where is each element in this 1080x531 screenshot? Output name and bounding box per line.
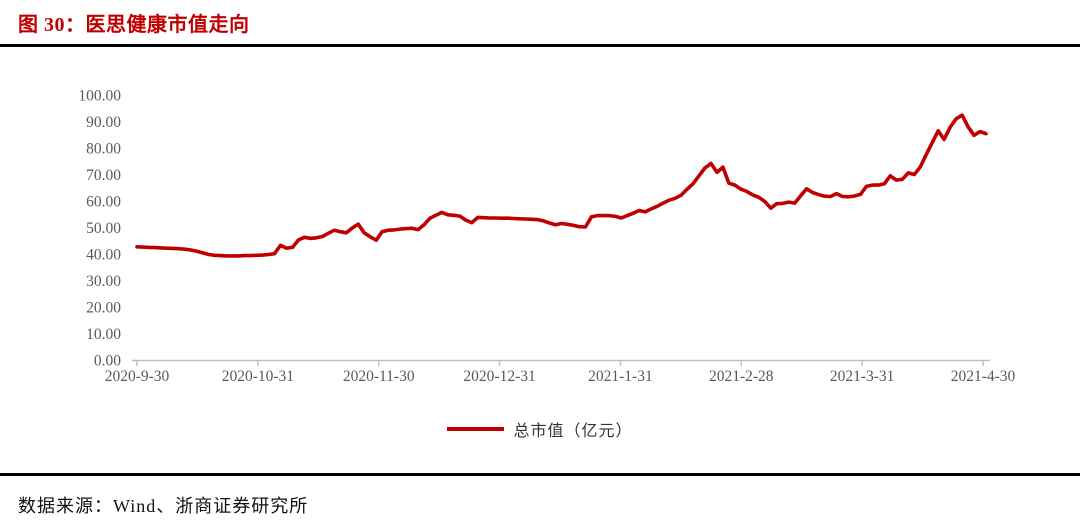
x-axis-tick-label: 2020-12-31 [463, 368, 535, 385]
market-cap-series-line [135, 113, 988, 258]
y-axis-tick-label: 80.00 [86, 141, 121, 158]
bottom-divider [0, 473, 1080, 476]
x-axis-tick-label: 2021-2-28 [709, 368, 774, 385]
x-axis-tick-label: 2021-1-31 [588, 368, 653, 385]
x-axis-tick-label: 2021-4-30 [951, 368, 1016, 385]
y-axis-tick-label: 10.00 [86, 326, 121, 343]
y-axis-tick-label: 90.00 [86, 114, 121, 131]
y-axis-tick-label: 100.00 [78, 88, 121, 105]
x-axis-tick-label: 2020-9-30 [105, 368, 170, 385]
legend: 总市值（亿元） [0, 417, 1080, 441]
x-axis-tick-label: 2021-3-31 [830, 368, 895, 385]
y-axis-tick-label: 0.00 [94, 353, 121, 370]
y-axis-tick-label: 50.00 [86, 220, 121, 237]
x-axis-tick-label: 2020-10-31 [222, 368, 294, 385]
legend-line-marker [447, 427, 505, 431]
top-divider [0, 44, 1080, 47]
data-source-note: 数据来源：Wind、浙商证券研究所 [18, 496, 309, 516]
y-axis-tick-label: 20.00 [86, 300, 121, 317]
y-axis-tick-label: 70.00 [86, 167, 121, 184]
legend-series-label: 总市值（亿元） [513, 423, 633, 440]
x-axis-tick-label: 2020-11-30 [343, 368, 415, 385]
y-axis-tick-label: 30.00 [86, 273, 121, 290]
y-axis-tick-label: 40.00 [86, 247, 121, 264]
y-axis-tick-label: 60.00 [86, 194, 121, 211]
figure-title: 图 30：医思健康市值走向 [18, 14, 250, 36]
